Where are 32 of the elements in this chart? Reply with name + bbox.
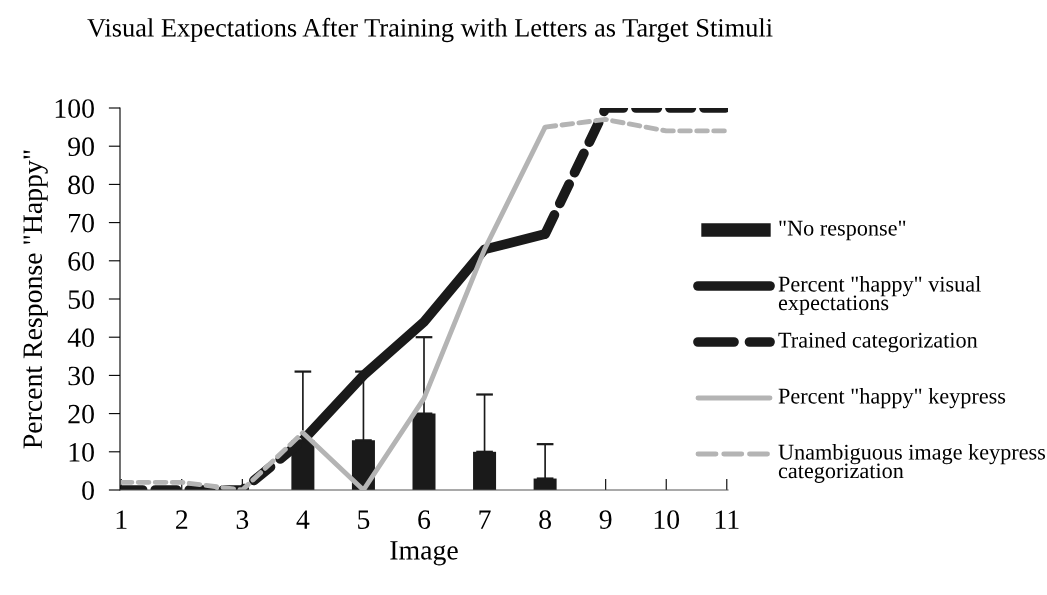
x-axis-title: Image — [390, 541, 458, 566]
x-tick-label: 9 — [599, 510, 612, 529]
bar — [473, 451, 497, 490]
y-tick-label: 20 — [68, 404, 94, 424]
x-tick-label: 7 — [479, 510, 491, 529]
x-tick-label: 5 — [358, 510, 370, 529]
chart-title: Visual Expectations After Training with Letters as Target Stimuli — [87, 17, 773, 43]
x-tick-label: 11 — [715, 510, 739, 529]
x-tick-label: 2 — [176, 510, 188, 529]
legend-label: "No response" — [779, 220, 906, 241]
y-tick-label: 80 — [68, 175, 94, 195]
y-tick-label: 60 — [68, 251, 94, 271]
x-tick-label: 4 — [296, 510, 310, 529]
legend-label: Percent "happy" visual expectations — [778, 276, 981, 315]
legend-label: Percent "happy" keypress — [778, 388, 1006, 409]
y-tick-label: 40 — [67, 328, 94, 348]
y-tick-label: 0 — [82, 481, 94, 500]
bar — [412, 413, 436, 490]
y-axis-title: Percent Response "Happy" — [23, 150, 48, 449]
y-tick-label: 70 — [69, 213, 94, 233]
y-tick-label: 90 — [68, 137, 94, 157]
y-tick-label: 30 — [68, 366, 94, 386]
x-tick-label: 6 — [418, 510, 431, 529]
legend-label: Unambiguous image keypress categorization — [778, 444, 1046, 483]
x-tick-label: 1 — [116, 510, 127, 529]
x-tick-label: 10 — [654, 510, 680, 529]
legend-label: Trained categorization — [778, 332, 978, 353]
x-tick-label: 3 — [236, 510, 249, 529]
y-tick-label: 50 — [68, 290, 94, 309]
x-tick-label: 8 — [539, 510, 551, 529]
y-tick-label: 100 — [55, 99, 94, 118]
y-tick-label: 10 — [69, 442, 94, 462]
